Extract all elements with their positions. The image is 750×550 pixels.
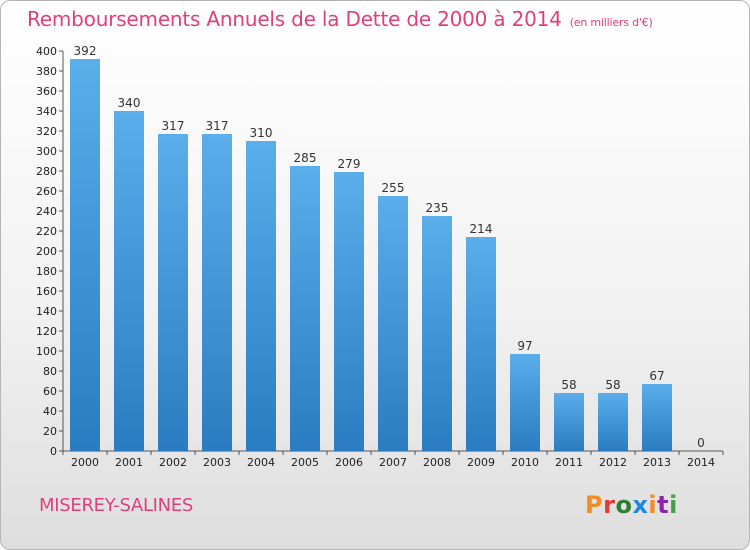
bar	[246, 141, 276, 451]
y-tick-label: 140	[36, 305, 57, 318]
brand-letter: i	[648, 491, 658, 519]
y-tick-label: 20	[43, 425, 57, 438]
brand-letter: x	[632, 491, 649, 519]
y-tick-label: 220	[36, 225, 57, 238]
y-tick-label: 360	[36, 85, 57, 98]
x-tick-label: 2014	[687, 456, 715, 469]
bar	[554, 393, 584, 451]
value-label: 58	[561, 378, 576, 392]
y-tick-label: 80	[43, 365, 57, 378]
x-tick-label: 2005	[291, 456, 319, 469]
brand-letter: o	[615, 491, 633, 519]
brand-logo: Proxiti	[585, 491, 678, 519]
x-tick-label: 2000	[71, 456, 99, 469]
y-tick-label: 380	[36, 65, 57, 78]
x-tick-label: 2004	[247, 456, 275, 469]
y-tick-label: 400	[36, 45, 57, 58]
x-tick-label: 2009	[467, 456, 495, 469]
value-label: 310	[250, 126, 273, 140]
y-tick-label: 60	[43, 385, 57, 398]
city-name: MISEREY-SALINES	[39, 495, 194, 516]
bar	[422, 216, 452, 451]
brand-letter: r	[603, 491, 616, 519]
chart-subtitle: (en milliers d'€)	[569, 16, 653, 29]
bar	[290, 166, 320, 451]
x-tick-label: 2011	[555, 456, 583, 469]
value-label: 67	[649, 369, 664, 383]
x-tick-label: 2010	[511, 456, 539, 469]
x-tick-label: 2007	[379, 456, 407, 469]
y-tick-label: 300	[36, 145, 57, 158]
chart-title: Remboursements Annuels de la Dette de 20…	[27, 7, 653, 31]
y-tick-label: 260	[36, 185, 57, 198]
bar	[70, 59, 100, 451]
value-label: 317	[162, 119, 185, 133]
bar	[334, 172, 364, 451]
y-tick-label: 320	[36, 125, 57, 138]
value-label: 279	[338, 157, 361, 171]
x-tick-label: 2012	[599, 456, 627, 469]
value-label: 0	[697, 436, 705, 450]
brand-letter: i	[669, 491, 678, 519]
value-label: 58	[605, 378, 620, 392]
value-label: 235	[426, 201, 449, 215]
x-tick-label: 2013	[643, 456, 671, 469]
value-label: 214	[470, 222, 493, 236]
value-label: 285	[294, 151, 317, 165]
y-tick-label: 100	[36, 345, 57, 358]
x-tick-label: 2003	[203, 456, 231, 469]
y-tick-label: 200	[36, 245, 57, 258]
brand-letter: P	[585, 491, 604, 519]
y-tick-label: 180	[36, 265, 57, 278]
bar	[158, 134, 188, 451]
bar	[378, 196, 408, 451]
x-tick-label: 2001	[115, 456, 143, 469]
bar	[598, 393, 628, 451]
value-label: 317	[206, 119, 229, 133]
bar	[202, 134, 232, 451]
y-tick-label: 340	[36, 105, 57, 118]
x-tick-label: 2008	[423, 456, 451, 469]
value-label: 255	[382, 181, 405, 195]
bar	[114, 111, 144, 451]
value-label: 340	[118, 96, 141, 110]
bar	[510, 354, 540, 451]
y-tick-label: 40	[43, 405, 57, 418]
value-label: 97	[517, 339, 532, 353]
bar	[466, 237, 496, 451]
y-tick-label: 160	[36, 285, 57, 298]
x-tick-label: 2006	[335, 456, 363, 469]
y-tick-label: 240	[36, 205, 57, 218]
bar	[642, 384, 672, 451]
y-tick-label: 0	[50, 445, 57, 458]
y-tick-label: 120	[36, 325, 57, 338]
y-tick-label: 280	[36, 165, 57, 178]
x-tick-label: 2002	[159, 456, 187, 469]
brand-letter: t	[657, 491, 670, 519]
title-text: Remboursements Annuels de la Dette de 20…	[27, 7, 562, 31]
value-label: 392	[74, 44, 97, 58]
